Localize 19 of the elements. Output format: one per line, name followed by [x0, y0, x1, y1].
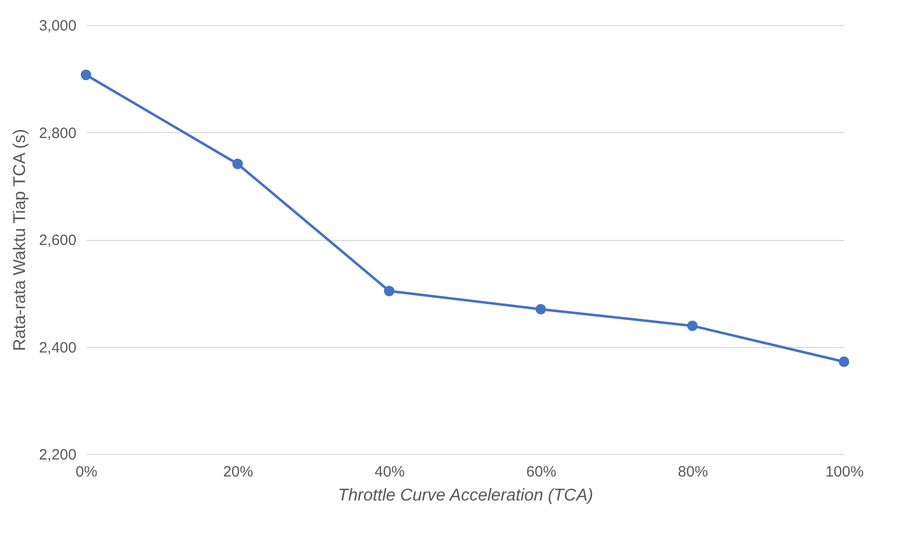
point — [536, 304, 546, 314]
point — [384, 286, 394, 296]
y-tick-label: 2,800 — [38, 124, 76, 142]
point — [80, 70, 92, 80]
x-tick-label: 0% — [76, 464, 98, 480]
y-tick-label: 3,000 — [38, 18, 76, 34]
y-tick-label: 2,400 — [38, 339, 76, 356]
y-axis-title: Rata-rata Waktu Tiap TCA (s) — [10, 128, 29, 352]
y-tick-label: 2,600 — [38, 232, 76, 249]
point — [838, 356, 850, 367]
point — [687, 320, 698, 332]
x-tick-label: 40% — [374, 464, 405, 480]
y-tick-label: 2,200 — [38, 446, 76, 464]
x-tick-label: 20% — [223, 464, 254, 480]
x-tick-label: 80% — [678, 464, 708, 480]
x-tick-label: 100% — [825, 464, 864, 480]
point — [232, 158, 243, 170]
x-axis-title: Throttle Curve Acceleration (TCA) — [338, 486, 594, 504]
x-tick-label: 60% — [526, 464, 556, 480]
